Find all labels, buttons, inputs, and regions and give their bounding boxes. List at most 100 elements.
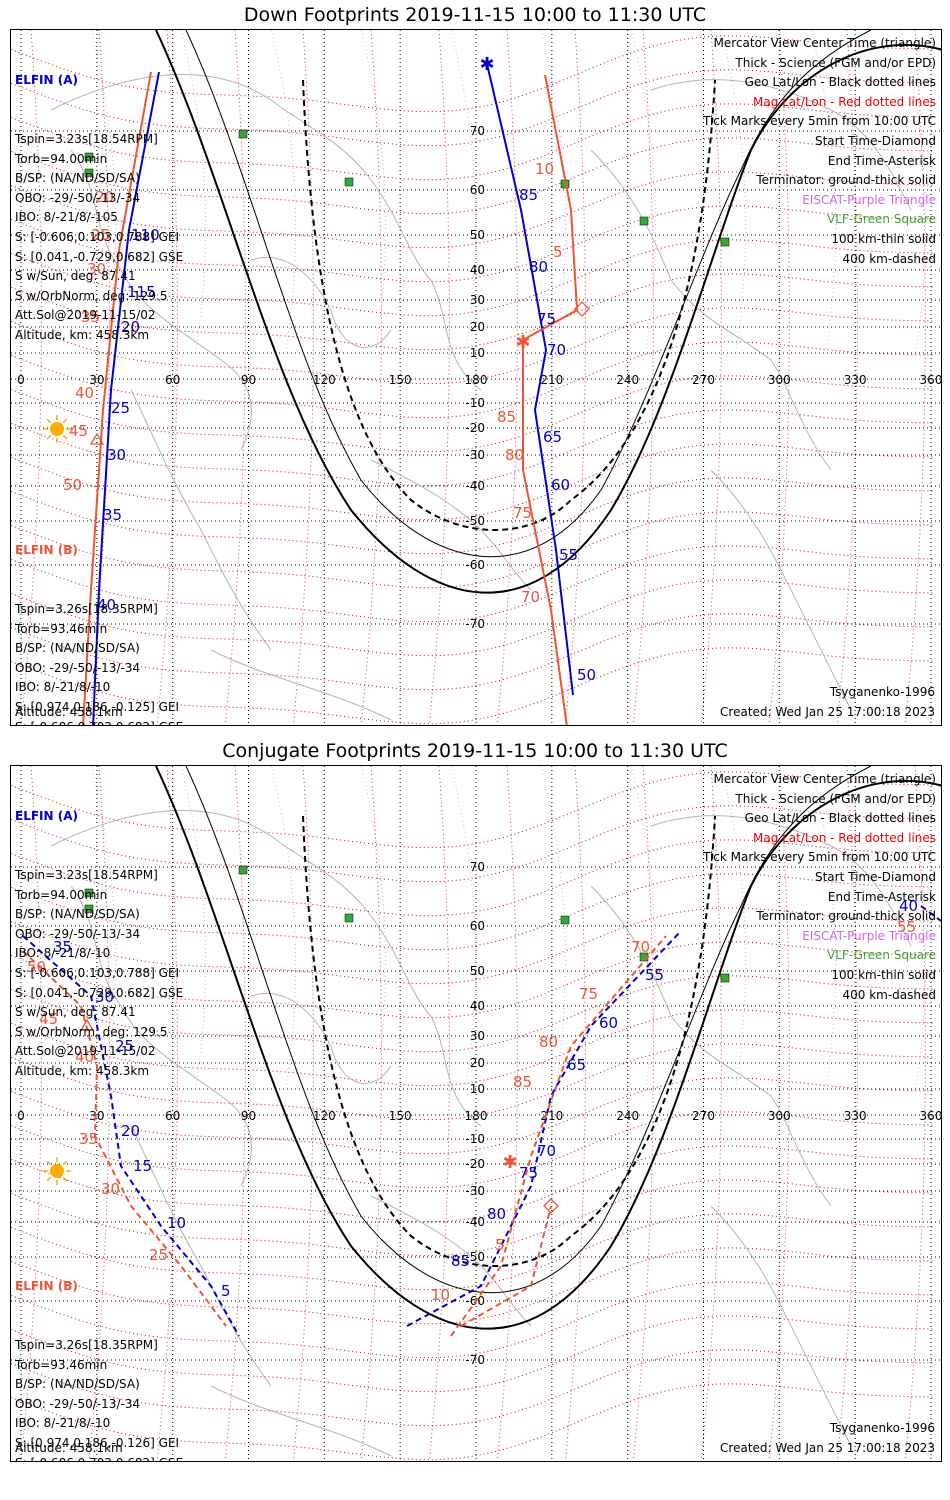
track-tick-label: 5 [495,1236,505,1254]
vlf-station-marker [84,152,94,162]
track-tick-label: 40 [97,596,116,614]
track-tick-label: 25 [149,1246,168,1264]
track-tick-label: 30 [87,260,106,278]
lat-tick-label: -10 [465,1132,485,1146]
mag-lat-line [11,239,936,317]
mag-lat-line [11,579,936,657]
mag-grid-line [180,766,207,1087]
track-tick-label: 35 [103,506,122,524]
mag-lat-line [11,1111,936,1189]
map-panel-down: 0 30 60 90 120 150 180 210 240 270 300 330 360 70 60 50… [10,29,942,726]
legend-entry: Thick - Science (FGM and/or EPD) [735,55,936,70]
center-time-triangle [79,1018,95,1031]
mag-lat-line [11,907,936,985]
lon-tick-label: 150 [389,373,412,387]
track-tick-label: 45 [39,1010,58,1028]
sun-ray [62,418,68,424]
mag-lat-line [11,941,936,1019]
mag-grid-line [450,30,477,351]
lon-tick-label: 360 [920,373,942,387]
mag-grid-line [900,766,927,1087]
lon-tick-label: 60 [165,373,180,387]
mag-lat-line [11,511,936,589]
legend-entry: 400 km-dashed [842,987,936,1002]
track-tick-label: 70 [521,588,540,606]
lon-tick-label: 300 [768,1109,791,1123]
track-tick-label: 55 [559,546,578,564]
lat-tick-label: -70 [465,1353,485,1367]
elfin-b-altitude: Altitude: 458.1km [15,1441,123,1455]
elfin-b-info-line: S: [0.974,0.186,-0.126] GEI [15,1435,180,1450]
center-time-triangle [89,432,105,445]
track-tick-label: 85 [513,1073,532,1091]
mag-lat-line [11,647,936,725]
legend-entry: 100 km-thin solid [831,967,936,982]
lat-tick-label: -30 [465,448,485,462]
vlf-station-marker [238,865,248,875]
lat-tick-label: -70 [465,617,485,631]
elfin-b-header: ELFIN (B) [15,1279,78,1294]
track-tick-label: 10 [535,160,554,178]
lat-tick-label: 20 [470,1056,485,1070]
track-tick-label: 85 [519,186,538,204]
track-tick-label: 5 [221,1282,231,1300]
track-tick-label: 65 [567,1056,586,1074]
lat-tick-label: -60 [465,558,485,572]
legend-entry: End Time-Asterisk [827,889,936,904]
track-tick-label: 70 [537,1142,556,1160]
lat-tick-label: 10 [470,346,485,360]
track-tick-label: 5 [553,243,563,261]
lon-tick-label: 270 [692,1109,715,1123]
track-tick-label: 30 [101,1180,120,1198]
lat-tick-label: 10 [470,1082,485,1096]
mag-grid-line [360,766,387,1087]
legend-entry: EISCAT-Purple Triangle [802,928,936,943]
track-tick-label: 20 [121,1122,140,1140]
elfin-a-info-line: Tspin=3.23s[18.54RPM] [15,131,158,146]
legend-entry: End Time-Asterisk [827,153,936,168]
coastline [710,469,852,711]
vlf-station-marker [84,888,94,898]
elfin-a-info-line: S w/OrbNorm, deg: 129.5 [15,1024,168,1039]
coastline [130,389,272,651]
legend: Mercator View Center Time (triangle) Thic… [703,770,936,1005]
mag-lat-line [11,1213,936,1291]
mag-lat-line [11,273,936,351]
lat-tick-label: 20 [470,320,485,334]
track-tick-label: 20 [95,188,114,206]
elfin-a-info-line: B/SP: (NA/ND/SD/SA) [15,907,140,922]
map-canvas: 0 30 60 90 120 150 180 210 240 270 300 330 360 70 60 50… [11,766,941,1461]
elfin-a-info-line: S: [-0.606,0.103,0.788] GEI [15,229,180,244]
lon-tick-label: 270 [692,373,715,387]
track-tick-label: 35 [79,1130,98,1148]
altitude-400km-line [302,79,716,531]
vlf-station-marker [720,237,730,247]
track-tick-label: 50 [577,666,596,684]
mag-lon-line [292,30,314,725]
elfin-a-info-line: Torb=94.00min [15,887,108,902]
mag-grid-line [630,30,657,351]
track-tick-label: 20 [121,318,140,336]
terminator-line [155,30,941,594]
mag-lat-line [11,307,936,385]
lat-tick-label: -40 [465,1215,485,1229]
coastline [210,1385,392,1457]
lon-tick-label: 0 [17,373,25,387]
track-tick-label: 10 [431,1286,450,1304]
elfin-b-info-line: S: [-0.686,0.702,0.682] GSE [15,718,183,725]
lon-tick-label: 240 [616,1109,639,1123]
elfin-a-info-line: OBO: -29/-50/-13/-34 [15,190,141,205]
mag-lat-line [11,137,936,215]
coastline [210,649,392,721]
map-canvas: 0 30 60 90 120 150 180 210 240 270 300 330 360 70 60 50… [11,30,942,725]
elfin-a-info-line: S: [0.041,-0.729,0.682] GSE [15,985,184,1000]
mag-grid-line [90,766,117,1087]
mag-lat-line [11,771,936,849]
legend-entry: 100 km-thin solid [831,231,936,246]
mag-lat-line [11,613,936,691]
elfin-b-info-line: Torb=93.46min [15,1357,108,1372]
legend-entry: Terminator: ground-thick solid [756,909,936,924]
elfin-a-info-line: S w/Sun, deg: 87.41 [15,269,136,284]
map-layer: 0 30 60 90 120 150 180 210 240 270 300 330 360 70 60 50… [11,30,942,725]
coastline [370,1195,532,1327]
